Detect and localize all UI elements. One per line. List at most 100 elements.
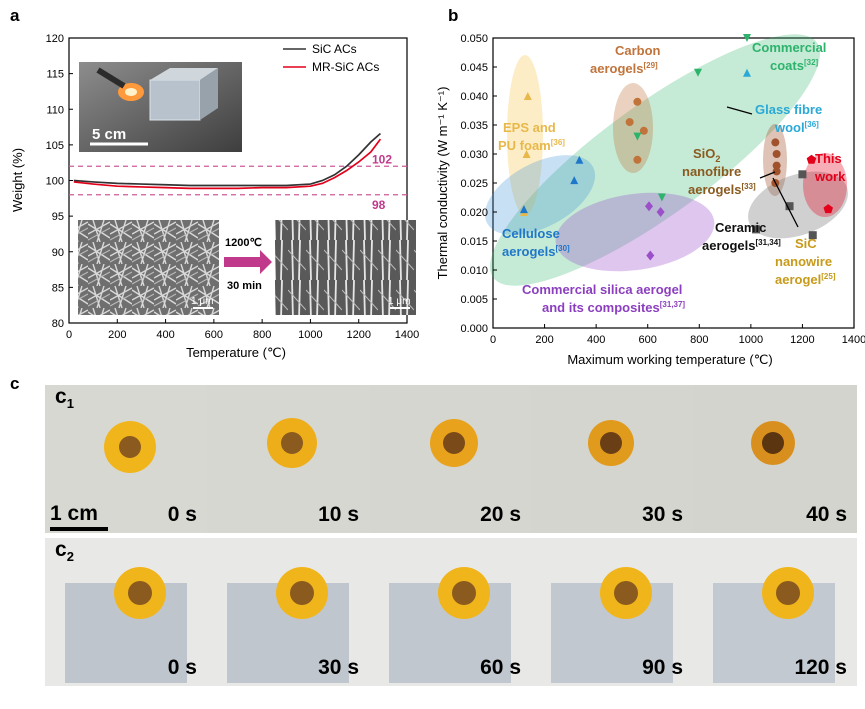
frame-c2-0: 0 s [45,538,207,686]
ref-label-98: 98 [372,198,386,212]
panel-b-letter: b [448,6,459,25]
label-ceramic-2: aerogels [702,238,755,253]
time-c2-3: 90 s [642,656,683,679]
panel-a-letter: a [10,6,20,25]
label-coats-ref: [32] [804,58,819,67]
b-ytick-label: 0.000 [460,323,488,335]
a-series-line [73,138,382,190]
frame-c2-4: 120 s [693,538,857,686]
b-data-point [823,204,833,214]
frame-c2-3: 90 s [531,538,693,686]
b-data-point [633,132,642,141]
label-coats-2: coats [770,58,804,73]
label-cellulose-1: Cellulose [502,226,560,241]
b-xtick-label: 200 [535,334,553,346]
label-sio2-3: aerogels [688,182,741,197]
b-ytick-label: 0.030 [460,149,488,161]
b-data-point [785,202,794,211]
label-silica-1: Commercial silica aerogel [522,282,682,297]
b-data-point [575,155,584,164]
a-ytick-label: 90 [52,247,64,259]
b-data-point [646,250,655,261]
callout-arrows [726,106,799,228]
b-ytick-label: 0.010 [460,265,488,277]
chart-b-xlabel: Maximum working temperature (℃) [567,352,772,367]
svg-text:aerogels[31,34]: aerogels[31,34] [702,238,781,253]
a-ytick-label: 100 [46,176,64,188]
frame-c2-2: 60 s [369,538,531,686]
frame-c2-1: 30 s [207,538,369,686]
flower-aerogel-row-2: 0 s 30 s 60 s 90 s 120 s c2 [45,538,857,686]
a-xtick-label: 200 [108,329,126,341]
b-data-point [625,118,634,127]
a-xtick-label: 1000 [298,329,322,341]
b-data-point [742,34,751,42]
b-data-point [771,138,780,147]
label-coats-1: Commercial [752,40,826,55]
b-ytick-label: 0.035 [460,120,488,132]
a-series-line [73,132,382,187]
svg-text:aerogel[25]: aerogel[25] [775,272,836,287]
label-silica-2: and its composites [542,300,660,315]
b-ytick-label: 0.005 [460,294,488,306]
label-eps-ref: [36] [551,138,566,147]
time-c1-3: 30 s [642,503,683,526]
label-ceramic-ref: [31,34] [755,238,781,247]
sem-image-before: 1 μm [78,220,219,315]
time-c2-4: 120 s [794,656,847,679]
photo-scale-label: 5 cm [92,126,126,143]
time-c1-4: 40 s [806,503,847,526]
time-c2-0: 0 s [167,656,197,679]
b-ytick-label: 0.040 [460,91,488,103]
b-xtick-label: 1400 [842,334,865,346]
a-ytick-label: 105 [46,140,64,152]
b-data-point [798,170,807,179]
label-carbon-1: Carbon [615,43,661,58]
b-xtick-label: 400 [587,334,605,346]
ref-label-102: 102 [372,152,392,166]
label-cellulose-ref: [30] [555,244,570,253]
b-xtick-label: 1200 [790,334,814,346]
svg-text:wool[36]: wool[36] [774,120,819,135]
svg-text:and its composites[31,37]: and its composites[31,37] [542,300,685,315]
b-ytick-label: 0.025 [460,178,488,190]
time-c1-1: 10 s [318,503,359,526]
svg-text:SiO2: SiO2 [693,146,720,164]
b-xtick-label: 1000 [739,334,763,346]
sem-scale-right: 1 μm [388,296,410,307]
a-ytick-label: 120 [46,33,64,45]
a-ytick-label: 95 [52,211,64,223]
frame-c1-1: 10 s [207,385,369,533]
b-data-point [808,231,817,240]
time-c1-0: 0 s [167,503,197,526]
row-c1-label: c1 [55,385,74,412]
weight-temperature-chart: 5 cm 102 98 SiC ACs MR-SiC ACs 1 μm 1200… [10,33,419,360]
chart-b-ylabel: Thermal conductivity (W m⁻¹ K⁻¹) [435,87,450,280]
frame-c1-0: 0 s [45,385,207,533]
label-sio2-1: SiO [693,146,715,161]
chart-a-ylabel: Weight (%) [10,148,25,212]
scale-bar: 1 cm [50,502,108,531]
label-sic-ref: [25] [821,272,836,281]
b-data-point [772,150,781,158]
frame-c1-4: 40 s [693,385,857,533]
label-sic-2: nanowire [775,254,832,269]
group-regions [484,34,848,286]
chart-a-xlabel: Temperature (℃) [186,345,286,360]
a-xtick-label: 1200 [346,329,370,341]
b-data-point [693,68,702,77]
label-glass-ref: [36] [805,120,820,129]
b-ytick-label: 0.020 [460,207,488,219]
b-data-point [570,176,579,185]
label-this-1: This [815,151,842,166]
treatment-duration: 30 min [227,280,262,292]
label-ceramic-1: Ceramic [715,220,766,235]
chart-a-legend: SiC ACs MR-SiC ACs [283,42,379,74]
b-data-point [752,225,761,234]
label-sic-1: SiC [795,236,817,251]
b-ytick-label: 0.045 [460,62,488,74]
svg-text:aerogels[29]: aerogels[29] [590,61,658,76]
flower-heating-row-1: 0 s 10 s 20 s 30 s 40 s c1 1 cm [45,385,857,533]
a-xtick-label: 400 [156,329,174,341]
a-xtick-label: 600 [205,329,223,341]
